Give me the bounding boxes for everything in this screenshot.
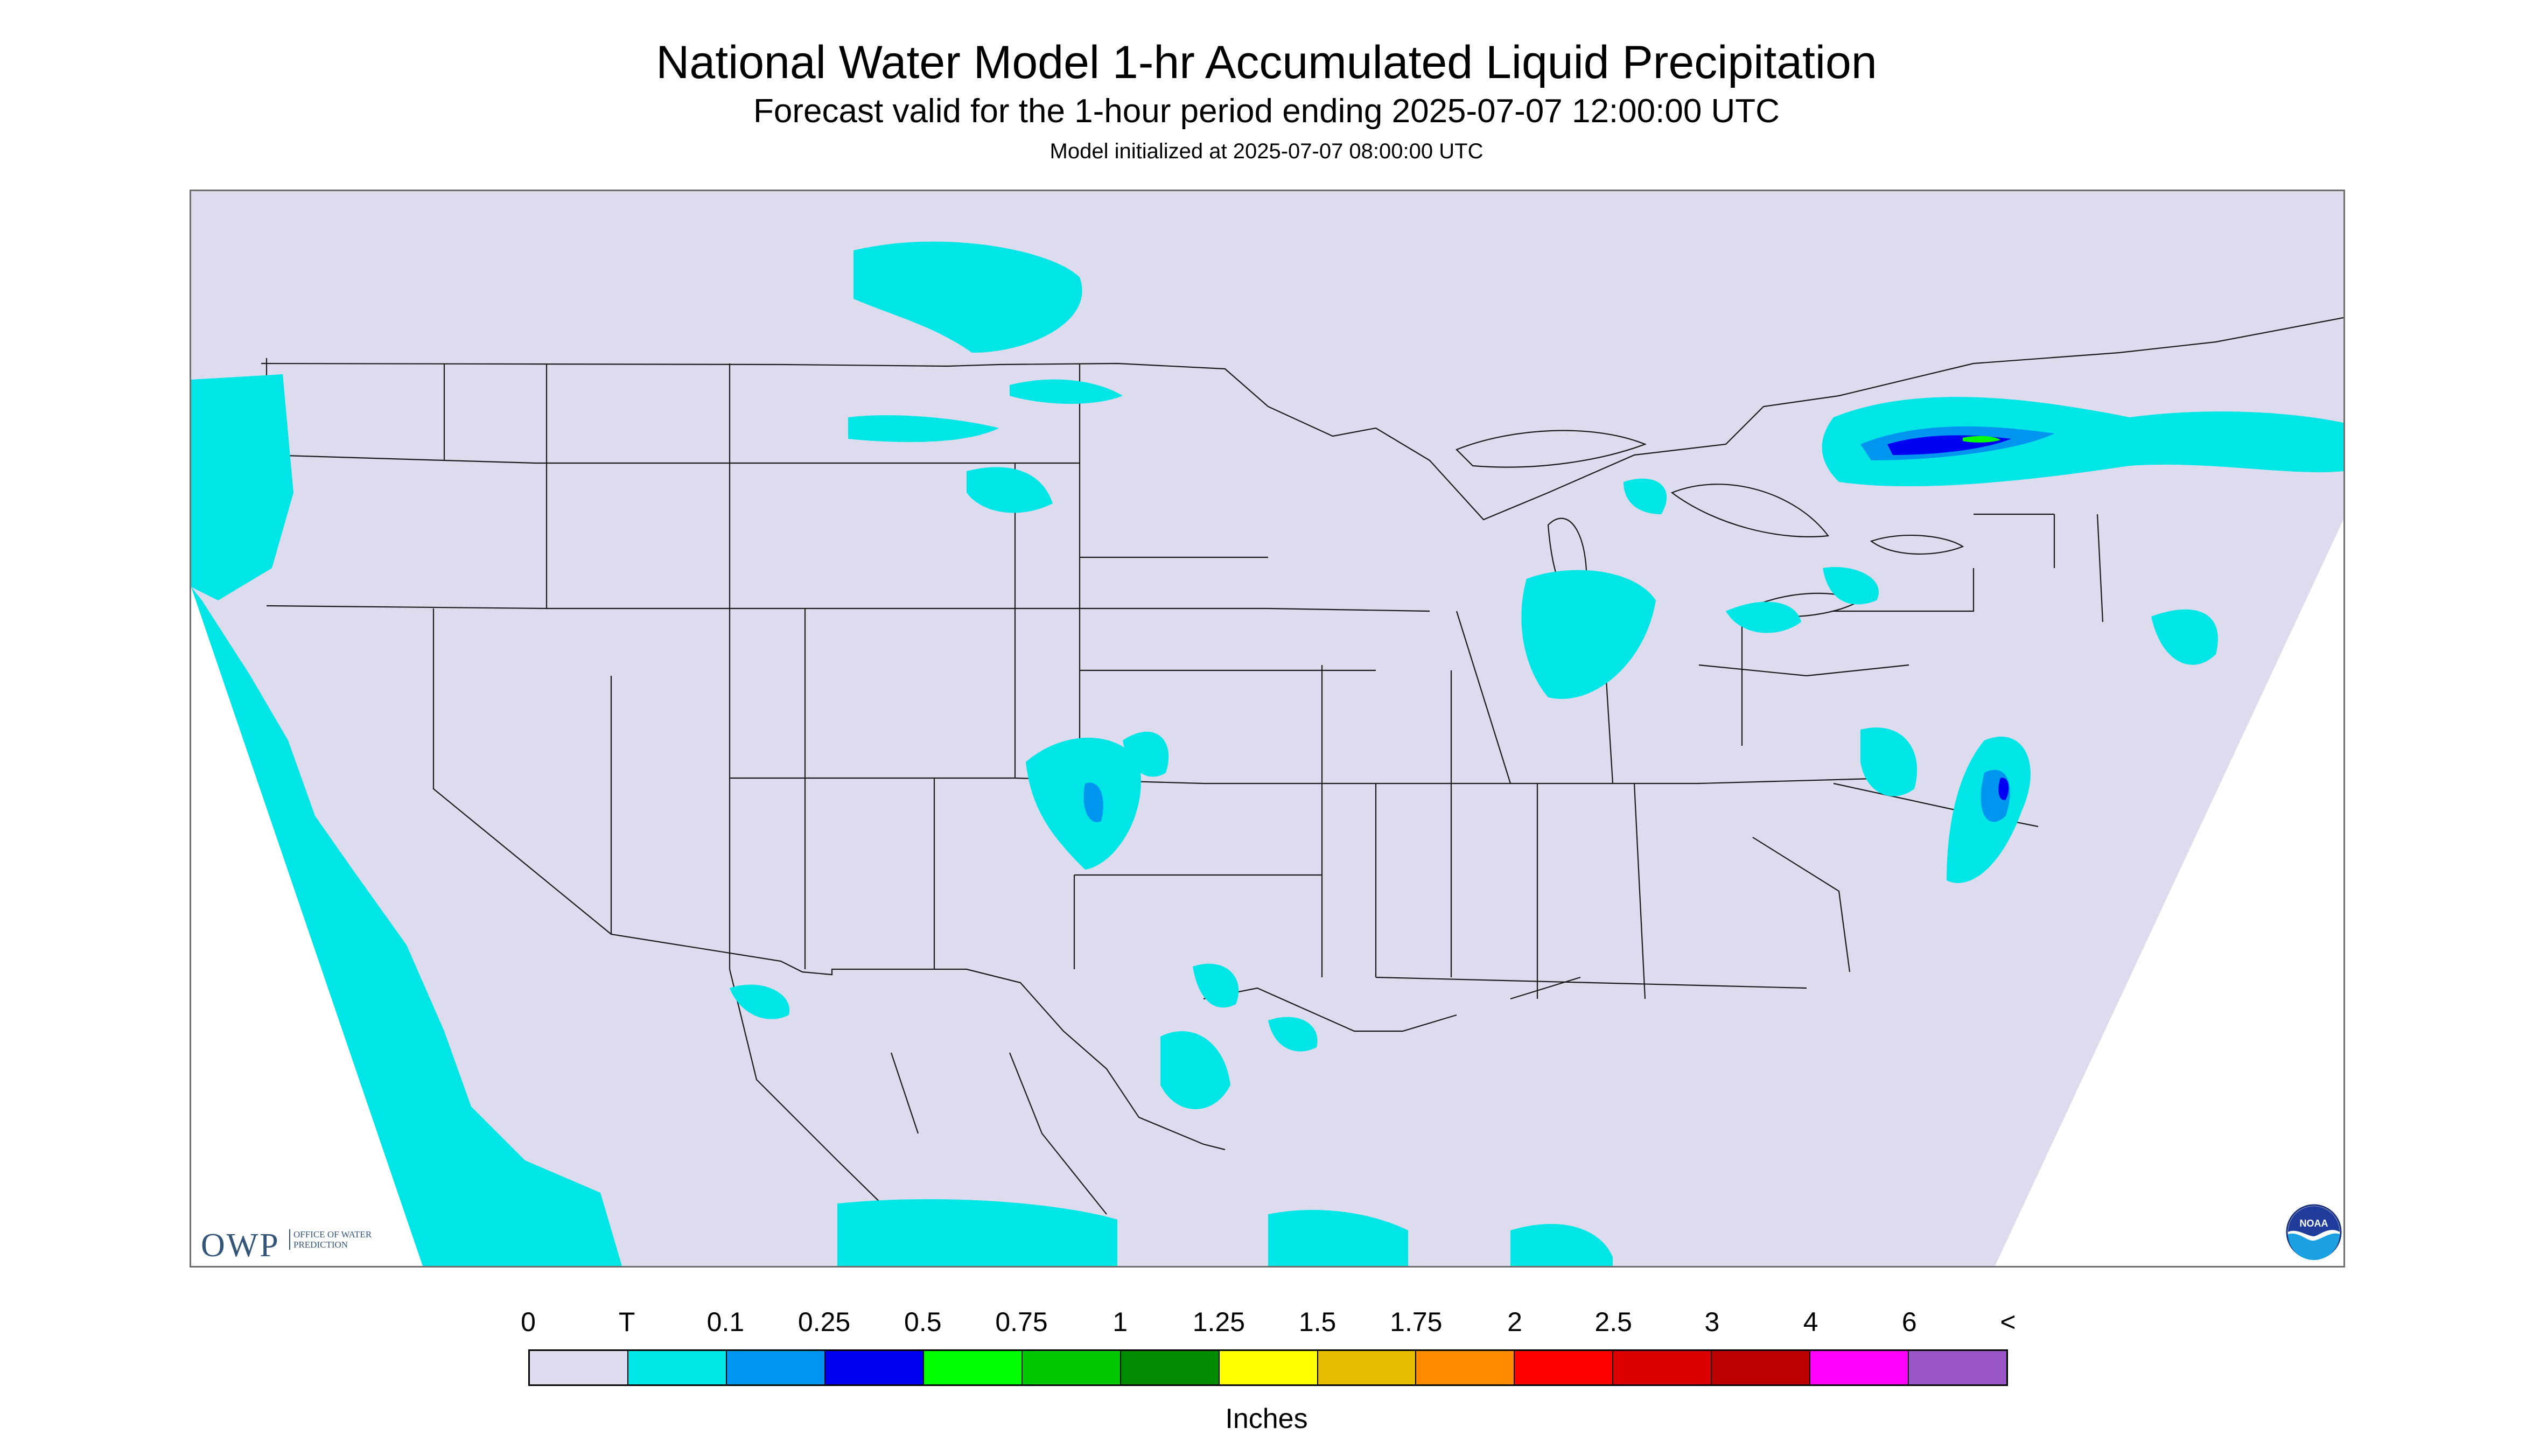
map-title: National Water Model 1-hr Accumulated Li… — [656, 37, 1877, 88]
map-subtitle: Forecast valid for the 1-hour period end… — [753, 93, 1780, 130]
legend-label: 2.5 — [1594, 1307, 1632, 1337]
legend-labels: 0 T 0.1 0.25 0.5 0.75 1 1.25 1.5 1.75 2 2.5 3 4 6 < — [0, 1303, 2533, 1341]
legend-swatch — [1121, 1351, 1220, 1384]
legend-swatch — [923, 1351, 1023, 1384]
legend-swatch — [825, 1351, 924, 1384]
legend-label: 1.25 — [1192, 1307, 1245, 1337]
legend-swatch — [1219, 1351, 1318, 1384]
legend-units: Inches — [1225, 1403, 1308, 1434]
precipitation-map: OWP Office of Water Prediction — [190, 190, 2345, 1268]
legend-label: 6 — [1901, 1307, 1917, 1337]
noaa-logo-text: NOAA — [2300, 1218, 2328, 1229]
legend-swatch — [1416, 1351, 1515, 1384]
legend-swatch — [628, 1351, 727, 1384]
legend-label: 0 — [521, 1307, 536, 1337]
noaa-logo: NOAA — [2286, 1204, 2342, 1260]
legend-swatch — [1712, 1351, 1811, 1384]
legend-swatch — [726, 1351, 825, 1384]
legend-label: 0.25 — [797, 1307, 851, 1337]
legend-color-bar — [528, 1349, 2008, 1386]
legend-swatch — [1810, 1351, 1909, 1384]
legend-label: 0.5 — [904, 1307, 942, 1337]
legend-swatch — [1515, 1351, 1614, 1384]
map-domain — [191, 191, 2343, 1266]
model-init-time: Model initialized at 2025-07-07 08:00:00… — [1049, 139, 1484, 163]
legend-label: 0.1 — [706, 1307, 745, 1337]
legend-swatch — [1022, 1351, 1121, 1384]
legend-label: 0.75 — [995, 1307, 1048, 1337]
legend-label: 1 — [1112, 1307, 1128, 1337]
legend-label: 1.75 — [1390, 1307, 1443, 1337]
legend-label: 1.5 — [1298, 1307, 1337, 1337]
owp-logo-mark: OWP — [201, 1227, 280, 1264]
legend-swatch — [1318, 1351, 1417, 1384]
legend-swatch — [1909, 1351, 2007, 1384]
legend-label: 3 — [1704, 1307, 1720, 1337]
precip-light — [191, 241, 2343, 1266]
legend-label: < — [2000, 1307, 2016, 1337]
legend-label: 4 — [1803, 1307, 1818, 1337]
precip-green — [1963, 436, 2000, 443]
legend-label: T — [618, 1307, 635, 1337]
owp-logo-subtitle: Office of Water Prediction — [289, 1229, 390, 1250]
legend-label: 2 — [1507, 1307, 1522, 1337]
legend-swatch — [1613, 1351, 1712, 1384]
legend-swatch — [530, 1351, 628, 1384]
